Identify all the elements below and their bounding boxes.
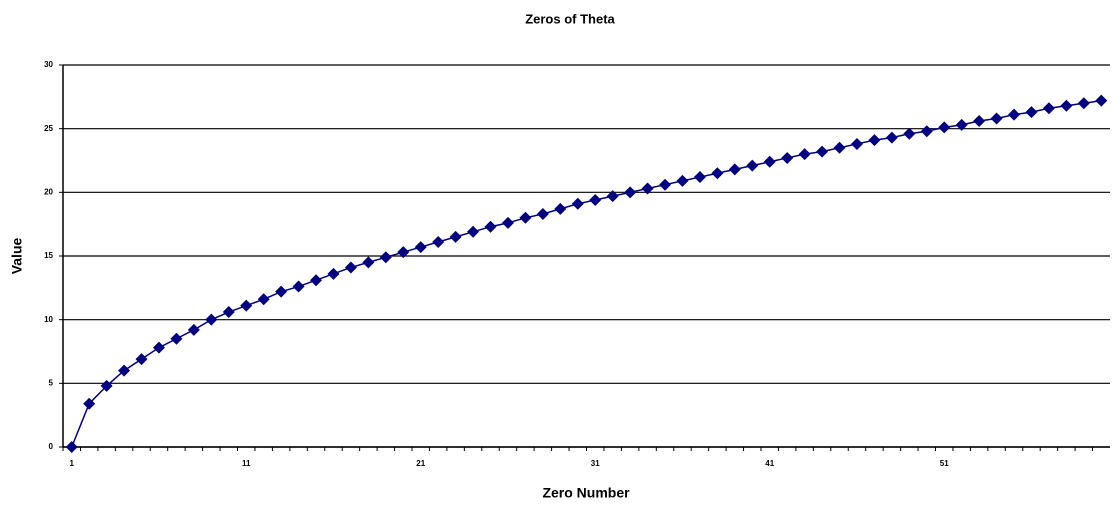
y-tick-label: 5: [49, 378, 54, 387]
x-tick-label: 11: [242, 459, 251, 468]
x-tick-label: 31: [591, 459, 600, 468]
marker: [135, 353, 148, 366]
marker: [798, 148, 811, 161]
x-tick-label: 41: [765, 459, 774, 468]
marker: [868, 134, 881, 147]
y-tick-label: 0: [49, 442, 54, 451]
marker: [1077, 97, 1090, 110]
marker: [536, 207, 549, 220]
x-axis-label: Zero Number: [542, 485, 630, 501]
y-tick-label: 30: [44, 60, 53, 69]
y-tick-label: 10: [44, 315, 53, 324]
y-tick-label: 15: [44, 251, 53, 260]
marker: [589, 193, 602, 206]
marker: [205, 313, 218, 326]
marker: [152, 341, 165, 354]
marker: [624, 186, 637, 199]
y-tick-label: 25: [44, 124, 53, 133]
marker: [554, 202, 567, 215]
marker: [1008, 108, 1021, 121]
marker: [397, 246, 410, 259]
marker: [170, 332, 183, 345]
marker: [955, 118, 968, 131]
marker: [327, 267, 340, 280]
marker: [990, 112, 1003, 125]
marker: [1042, 102, 1055, 115]
marker: [693, 171, 706, 184]
marker: [362, 256, 375, 269]
marker: [781, 151, 794, 164]
marker: [222, 306, 235, 319]
marker: [83, 397, 96, 410]
marker: [763, 155, 776, 168]
marker: [885, 131, 898, 144]
chart-title: Zeros of Theta: [525, 11, 615, 26]
marker: [344, 261, 357, 274]
marker: [519, 211, 532, 224]
x-tick-label: 51: [940, 459, 949, 468]
line: [71, 99, 1102, 448]
marker: [938, 121, 951, 134]
marker: [1095, 94, 1108, 107]
marker: [746, 159, 759, 172]
marker: [100, 379, 113, 392]
marker: [484, 220, 497, 233]
marker: [292, 280, 305, 293]
marker: [240, 299, 253, 312]
y-axis-label: Value: [9, 238, 25, 275]
y-tick-label: 20: [44, 187, 53, 196]
x-tick-label: 1: [69, 459, 74, 468]
marker: [606, 190, 619, 203]
marker: [275, 285, 288, 298]
marker: [973, 115, 986, 128]
marker: [903, 127, 916, 140]
marker: [118, 364, 131, 377]
marker: [850, 137, 863, 150]
marker: [728, 163, 741, 176]
marker: [187, 323, 200, 336]
marker: [833, 141, 846, 154]
marker: [449, 230, 462, 243]
marker: [920, 125, 933, 138]
marker: [467, 225, 480, 238]
marker: [816, 145, 829, 158]
marker: [501, 216, 514, 229]
marker: [310, 274, 323, 287]
marker: [432, 235, 445, 248]
marker: [1060, 99, 1073, 112]
marker: [676, 174, 689, 187]
marker: [65, 441, 78, 453]
x-tick-label: 21: [416, 459, 425, 468]
marker: [659, 178, 672, 191]
marker: [414, 241, 427, 254]
marker: [257, 293, 270, 306]
marker: [1025, 106, 1038, 119]
marker: [711, 167, 724, 180]
marker: [379, 251, 392, 264]
marker: [571, 197, 584, 210]
marker: [641, 182, 654, 195]
